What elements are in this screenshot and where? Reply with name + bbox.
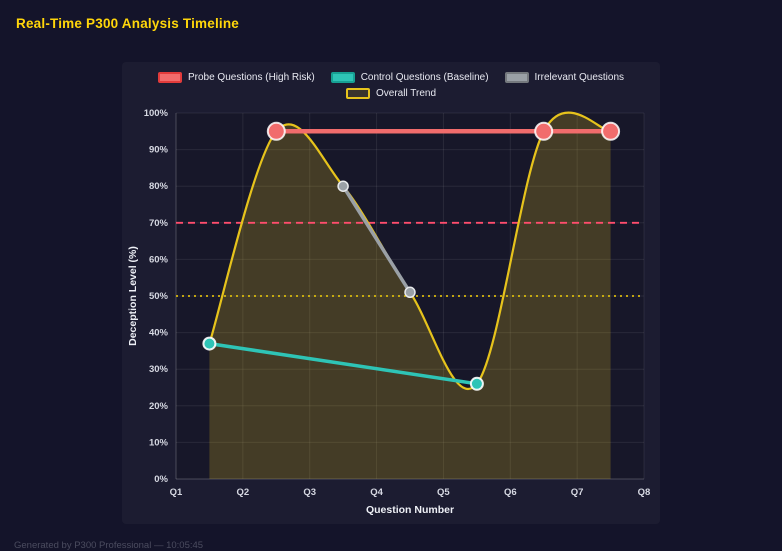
control-questions-baseline-line bbox=[207, 341, 479, 386]
probe-questions-high-risk-points[interactable] bbox=[266, 121, 621, 141]
irrelevant-questions-points[interactable] bbox=[337, 180, 416, 299]
svg-text:Q8: Q8 bbox=[638, 487, 651, 498]
svg-text:10%: 10% bbox=[149, 437, 169, 448]
x-tick-labels: Q1 Q2 Q3 Q4 Q5 Q6 Q7 Q8 bbox=[170, 487, 651, 498]
p300-timeline-chart: 0%10%20%30%40%50%60%70%80%90%100%Q1 Q2 Q3 Q… bbox=[127, 108, 651, 516]
legend-item-overall-trend[interactable]: Overall Trend bbox=[345, 88, 437, 99]
legend-label: Probe Questions (High Risk) bbox=[187, 72, 315, 83]
y-tick-labels: 0% 10% 20% 30% 40% 50% 60% 70% 80% 90% 100% bbox=[144, 108, 169, 485]
legend-item-probe-questions-high-risk[interactable]: Probe Questions (High Risk) bbox=[157, 72, 315, 83]
svg-text:Q5: Q5 bbox=[437, 487, 450, 498]
legend-item-irrelevant-questions[interactable]: Irrelevant Questions bbox=[504, 72, 625, 83]
y-axis-title: Deception Level (%) bbox=[127, 246, 139, 346]
svg-text:100%: 100% bbox=[144, 108, 169, 119]
svg-text:Q4: Q4 bbox=[370, 487, 383, 498]
svg-text:20%: 20% bbox=[149, 401, 169, 412]
svg-text:50%: 50% bbox=[149, 291, 169, 302]
chart-legend: Probe Questions (High Risk) Control Quest… bbox=[122, 68, 660, 101]
control-questions-baseline-points[interactable] bbox=[202, 336, 484, 391]
svg-text:Q1: Q1 bbox=[170, 487, 183, 498]
irrelevant-questions-line bbox=[341, 184, 412, 295]
svg-text:90%: 90% bbox=[149, 145, 169, 156]
svg-text:70%: 70% bbox=[149, 218, 169, 229]
legend-item-control-questions-baseline[interactable]: Control Questions (Baseline) bbox=[330, 72, 489, 83]
legend-label: Overall Trend bbox=[375, 88, 437, 99]
svg-text:60%: 60% bbox=[149, 254, 169, 265]
legend-label: Control Questions (Baseline) bbox=[360, 72, 489, 83]
legend-swatch-probe-questions-high-risk bbox=[157, 72, 182, 83]
legend-swatch-irrelevant-questions bbox=[504, 72, 529, 83]
svg-text:30%: 30% bbox=[149, 364, 169, 375]
svg-text:40%: 40% bbox=[149, 328, 169, 339]
svg-text:80%: 80% bbox=[149, 181, 169, 192]
legend-swatch-control-questions-baseline bbox=[330, 72, 355, 83]
svg-text:0%: 0% bbox=[154, 474, 168, 485]
svg-text:Q6: Q6 bbox=[504, 487, 517, 498]
page-title: Real-Time P300 Analysis Timeline bbox=[16, 16, 240, 31]
legend-swatch-overall-trend bbox=[345, 88, 370, 99]
svg-text:Q2: Q2 bbox=[237, 487, 250, 498]
svg-text:Q3: Q3 bbox=[303, 487, 316, 498]
legend-label: Irrelevant Questions bbox=[534, 72, 625, 83]
chart-card: Probe Questions (High Risk) Control Quest… bbox=[122, 62, 660, 524]
x-axis-title: Question Number bbox=[366, 504, 454, 516]
svg-text:Q7: Q7 bbox=[571, 487, 584, 498]
